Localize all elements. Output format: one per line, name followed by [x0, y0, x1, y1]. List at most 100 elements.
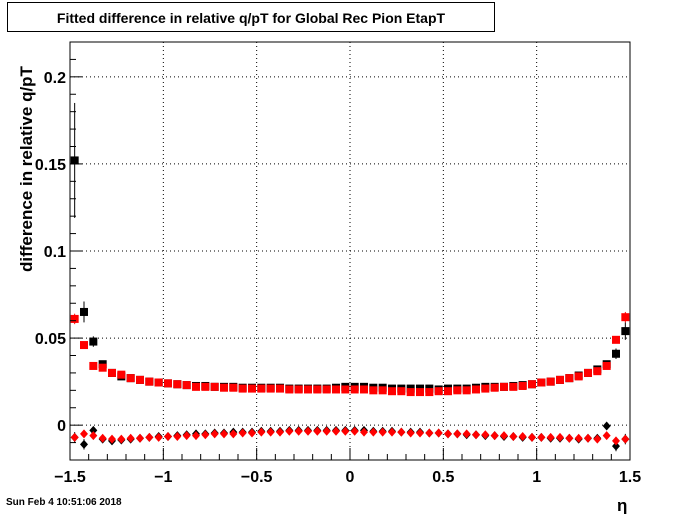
data-point [612, 441, 620, 451]
data-point [70, 314, 79, 323]
data-point [229, 383, 238, 392]
data-point [593, 367, 602, 376]
data-point [584, 433, 592, 443]
data-point [518, 431, 527, 441]
data-point [537, 432, 546, 442]
data-point [453, 429, 462, 439]
data-point [70, 432, 79, 442]
data-point [462, 429, 471, 439]
x-tick-label: −1 [154, 469, 172, 486]
data-point [584, 368, 592, 377]
data-point [332, 385, 340, 394]
data-point [248, 428, 256, 438]
data-point [182, 381, 191, 390]
data-point [369, 427, 378, 437]
data-point [621, 434, 630, 444]
data-point [276, 384, 284, 393]
data-point [229, 429, 238, 439]
data-point [369, 386, 378, 395]
data-point [472, 430, 480, 440]
data-point [621, 313, 630, 322]
data-point [472, 385, 480, 394]
data-point [238, 384, 247, 393]
data-point [201, 382, 210, 391]
data-point [294, 385, 303, 394]
data-point [612, 436, 620, 446]
data-point [248, 384, 256, 393]
data-point [528, 432, 536, 442]
data-point [257, 427, 266, 437]
data-point [612, 349, 620, 358]
data-point [201, 430, 210, 440]
data-point [313, 426, 322, 436]
x-tick-label: 0 [346, 469, 355, 486]
data-point [304, 426, 312, 436]
data-point [481, 384, 490, 393]
data-point [173, 380, 182, 389]
y-tick-label: 0 [57, 418, 66, 435]
data-point [304, 385, 312, 394]
data-point [154, 378, 163, 387]
data-point [500, 431, 508, 441]
data-point [126, 374, 135, 383]
data-point [565, 374, 574, 383]
data-point [192, 382, 200, 391]
y-tick-label: 0.15 [35, 157, 66, 174]
data-point [602, 361, 611, 370]
data-point [136, 433, 144, 443]
data-point [108, 368, 116, 377]
data-point [602, 421, 611, 431]
data-point [378, 386, 387, 395]
data-point [406, 428, 415, 438]
data-point [565, 433, 574, 443]
datestamp: Sun Feb 4 10:51:06 2018 [6, 497, 122, 508]
data-point [220, 383, 228, 392]
data-point [621, 327, 630, 336]
data-point [434, 428, 443, 438]
data-point [220, 429, 228, 439]
data-point [518, 381, 527, 390]
data-point [350, 385, 359, 394]
data-markers [70, 102, 630, 452]
data-point [173, 431, 182, 441]
data-point [416, 428, 424, 438]
data-point [416, 388, 424, 397]
data-point [210, 429, 219, 439]
y-tick-label: 0.2 [44, 70, 66, 87]
data-point [556, 375, 564, 384]
data-point [238, 428, 247, 438]
data-point [434, 387, 443, 396]
data-point [322, 426, 331, 436]
data-point [490, 383, 499, 392]
data-point [546, 432, 555, 442]
data-point [462, 386, 471, 395]
data-point [490, 431, 499, 441]
data-point [145, 432, 154, 442]
data-point [266, 427, 275, 437]
data-point [276, 427, 284, 437]
data-point [182, 431, 191, 441]
data-point [612, 335, 620, 344]
axes: −1.5 −1 −0.5 0 0.5 1 1.5 0 0.05 0.1 0.15 0.2 [35, 41, 641, 486]
data-point [98, 433, 107, 443]
data-point [528, 380, 536, 389]
chart-title-box: Fitted difference in relative q/pT for G… [7, 2, 495, 32]
data-point [509, 431, 518, 441]
data-point [80, 429, 88, 439]
data-point [425, 388, 434, 397]
data-point [126, 433, 135, 443]
data-point [70, 156, 79, 165]
data-point [89, 361, 98, 370]
data-point [397, 387, 406, 396]
data-point [546, 377, 555, 386]
data-point [556, 432, 564, 442]
data-point [453, 386, 462, 395]
data-point [574, 433, 583, 443]
data-point [350, 426, 359, 436]
x-tick-label: 1.5 [619, 469, 641, 486]
data-point [210, 382, 219, 391]
data-point [332, 426, 340, 436]
data-point [406, 388, 415, 397]
data-point [117, 370, 126, 379]
data-point [145, 377, 154, 386]
